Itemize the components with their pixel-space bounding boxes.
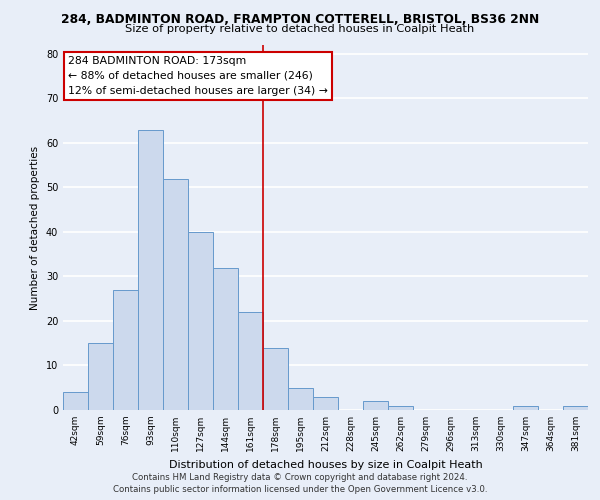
Bar <box>388 406 413 410</box>
Bar <box>513 406 538 410</box>
Bar <box>363 401 388 410</box>
Bar <box>238 312 263 410</box>
Bar <box>113 290 138 410</box>
Bar <box>313 396 338 410</box>
Text: Contains HM Land Registry data © Crown copyright and database right 2024.
Contai: Contains HM Land Registry data © Crown c… <box>113 472 487 494</box>
Y-axis label: Number of detached properties: Number of detached properties <box>30 146 40 310</box>
Bar <box>138 130 163 410</box>
Bar <box>288 388 313 410</box>
Bar <box>88 343 113 410</box>
Bar <box>563 406 588 410</box>
Bar <box>63 392 88 410</box>
Bar <box>188 232 213 410</box>
Text: Size of property relative to detached houses in Coalpit Heath: Size of property relative to detached ho… <box>125 24 475 34</box>
Bar <box>163 178 188 410</box>
Text: 284 BADMINTON ROAD: 173sqm
← 88% of detached houses are smaller (246)
12% of sem: 284 BADMINTON ROAD: 173sqm ← 88% of deta… <box>68 56 328 96</box>
Bar <box>263 348 288 410</box>
X-axis label: Distribution of detached houses by size in Coalpit Heath: Distribution of detached houses by size … <box>169 460 482 469</box>
Bar <box>213 268 238 410</box>
Text: 284, BADMINTON ROAD, FRAMPTON COTTERELL, BRISTOL, BS36 2NN: 284, BADMINTON ROAD, FRAMPTON COTTERELL,… <box>61 13 539 26</box>
